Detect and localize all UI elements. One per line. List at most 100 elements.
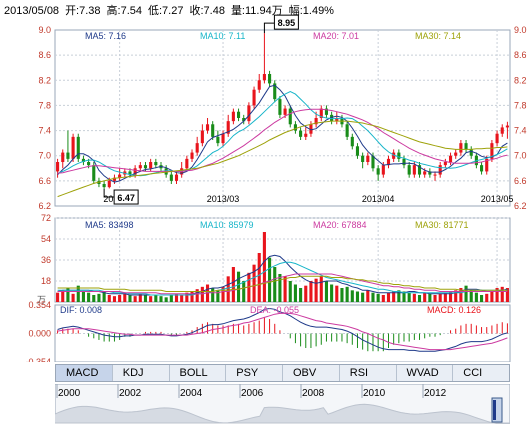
tab-boll[interactable]: BOLL xyxy=(170,365,227,381)
candle-body xyxy=(195,143,199,153)
volume-bar xyxy=(423,292,427,302)
volume-bar xyxy=(485,293,489,302)
volume-bar xyxy=(211,288,215,302)
volume-bar xyxy=(112,296,117,302)
tab-cci[interactable]: CCI xyxy=(463,367,483,379)
candle-body xyxy=(102,184,106,188)
volume-bar xyxy=(76,285,80,302)
candle-body xyxy=(361,155,365,162)
tab-kdj[interactable]: KDJ xyxy=(113,365,170,381)
candle-body xyxy=(205,124,210,131)
high-marker-label: 8.95 xyxy=(278,18,296,28)
volume-bar xyxy=(371,292,375,302)
volume-bar xyxy=(61,290,65,302)
volume-bar xyxy=(273,267,277,302)
price-ytick-left: 6.6 xyxy=(38,176,51,186)
timeline-year-label: 2000 xyxy=(58,388,81,399)
volume-legend-ma20: MA20: 67884 xyxy=(313,220,367,230)
volume-bar xyxy=(87,292,91,302)
volume-bar xyxy=(169,295,173,302)
candle-body xyxy=(335,118,339,122)
candle-body xyxy=(242,118,246,122)
volume-bar xyxy=(293,284,297,302)
volume-bar xyxy=(314,278,318,302)
volume-bar xyxy=(350,290,354,302)
volume-bar xyxy=(81,291,85,302)
volume-bar xyxy=(448,291,453,302)
volume-ytick: 72 xyxy=(41,213,51,223)
high-marker-line xyxy=(263,22,275,34)
volume-bar xyxy=(438,293,442,302)
tab-rsi[interactable]: RSI xyxy=(340,365,397,381)
candle-body xyxy=(278,99,282,115)
candle-body xyxy=(221,133,225,144)
candle-body xyxy=(174,174,179,181)
candle-body xyxy=(490,143,494,159)
quote-low: 低:7.27 xyxy=(148,5,184,17)
price-ytick-right: 7.0 xyxy=(514,151,527,161)
candle-body xyxy=(107,180,111,188)
timeline-handle-grip xyxy=(493,400,496,420)
volume-bar xyxy=(474,292,478,302)
volume-bar xyxy=(138,293,142,302)
tab-psy[interactable]: PSY xyxy=(226,365,283,381)
volume-bar xyxy=(330,284,334,302)
tab-macd[interactable]: MACD xyxy=(56,365,113,381)
volume-ma10-line xyxy=(57,261,508,296)
stock-chart[interactable]: 9.0 9.0 8.6 8.6 8.2 8.2 7.8 7.8 7.4 7.4 7.0 7.0 6.6 6… xyxy=(0,0,529,362)
volume-bar xyxy=(149,296,153,302)
price-xtick: 2013/03 xyxy=(207,194,240,204)
volume-bar xyxy=(159,296,163,302)
candle-body xyxy=(143,165,148,169)
volume-bar xyxy=(459,288,463,302)
volume-bar xyxy=(386,292,391,302)
volume-bar xyxy=(242,281,246,302)
candle-body xyxy=(247,105,251,122)
volume-bar xyxy=(216,290,220,302)
volume-bar xyxy=(154,295,158,302)
candle-body xyxy=(350,136,354,147)
high-marker-box xyxy=(273,14,299,30)
candle-body xyxy=(149,162,153,169)
volume-bar xyxy=(185,292,189,302)
tab-wvad[interactable]: WVAD xyxy=(397,365,454,381)
volume-bar xyxy=(195,289,199,302)
candle-body xyxy=(407,165,411,175)
candle-body xyxy=(226,121,230,134)
price-ma30-line xyxy=(57,120,508,198)
candle-body xyxy=(505,125,509,128)
timeline-range-handle xyxy=(491,397,503,423)
candle-body xyxy=(428,171,432,175)
candle-body xyxy=(448,155,453,162)
price-ytick-left: 7.4 xyxy=(38,126,51,136)
candle-body xyxy=(376,168,380,175)
volume-bar xyxy=(366,290,370,302)
timeline-year-label: 2006 xyxy=(241,388,264,399)
candle-body xyxy=(231,111,235,122)
volume-bar xyxy=(237,271,241,302)
volume-bar xyxy=(443,292,447,302)
candle-body xyxy=(257,80,261,90)
price-legend-ma20: MA20: 7.01 xyxy=(313,31,359,41)
macd-dea-line xyxy=(57,312,508,351)
volume-bar xyxy=(433,295,437,302)
candle-body xyxy=(61,152,65,162)
candle-body xyxy=(293,124,297,131)
candle-body xyxy=(66,152,70,159)
volume-bar xyxy=(221,286,225,302)
tab-obv[interactable]: OBV xyxy=(283,365,340,381)
volume-bar xyxy=(231,267,235,302)
candle-body xyxy=(417,165,422,175)
volume-bar xyxy=(469,290,473,302)
price-ma20-line xyxy=(57,108,508,174)
volume-bar xyxy=(102,291,106,302)
price-ytick-right: 6.6 xyxy=(514,176,527,186)
volume-bar xyxy=(335,285,339,302)
price-ytick-right: 8.2 xyxy=(514,75,527,85)
candle-body xyxy=(128,171,132,175)
quote-close: 收:7.48 xyxy=(189,5,225,17)
timeline-navigator[interactable]: 2000 2002 2004 2006 2008 2010 2012 xyxy=(55,384,510,424)
candle-body xyxy=(438,165,442,175)
quote-date: 2013/05/08 xyxy=(4,5,60,17)
volume-bar xyxy=(92,295,96,302)
